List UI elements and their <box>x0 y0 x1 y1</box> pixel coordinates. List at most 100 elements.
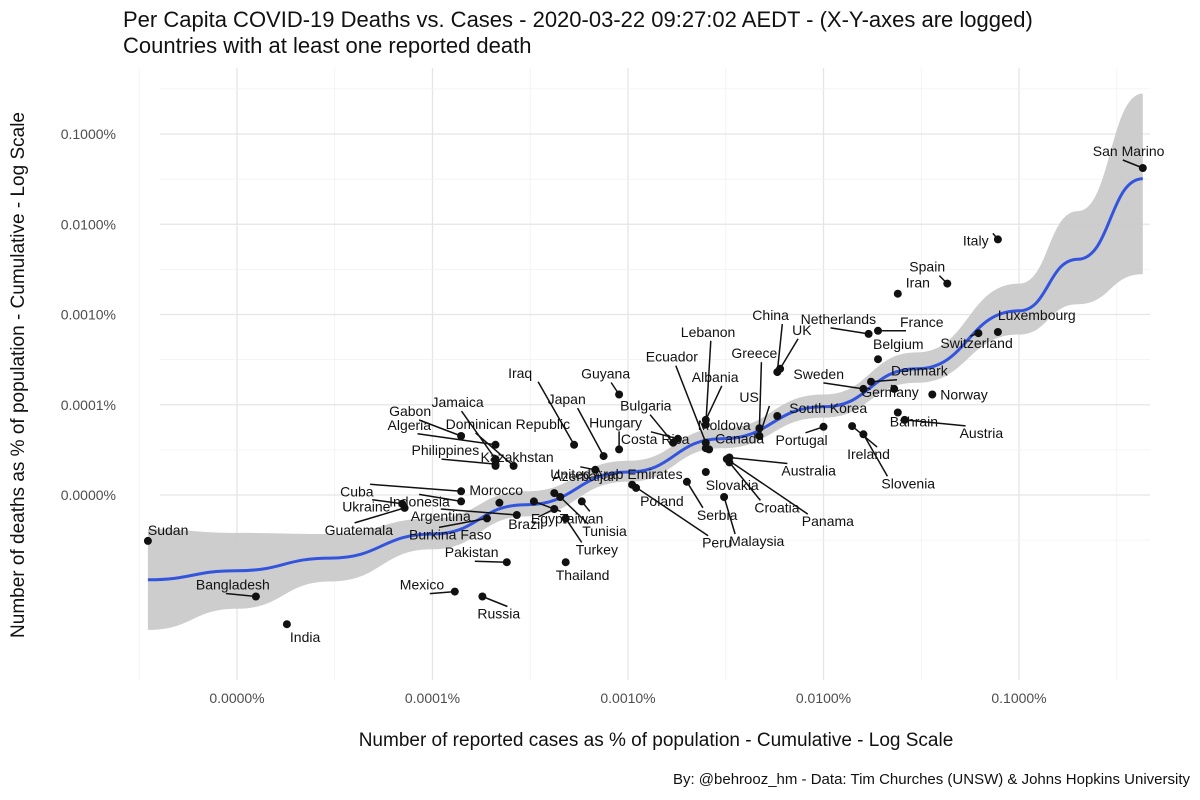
point-norway <box>928 390 937 399</box>
point-label: Morocco <box>469 482 523 498</box>
point-label: Malaysia <box>729 533 784 549</box>
label-leader-line <box>370 483 462 493</box>
label-leader-line <box>537 508 555 518</box>
label-leader-line <box>830 327 869 335</box>
point-label: Australia <box>781 463 836 479</box>
point-label: Brazil <box>508 516 543 532</box>
point-label: Costa Rica <box>621 431 690 447</box>
point-label: India <box>290 629 321 645</box>
x-tick-label: 0.0001% <box>405 690 460 706</box>
point-label: Cuba <box>340 483 374 499</box>
point-label: Poland <box>640 493 684 509</box>
chart-subtitle: Countries with at least one reported dea… <box>123 33 532 58</box>
point-label: Philippines <box>412 442 480 458</box>
point-label: Moldova <box>698 417 751 433</box>
label-leader-line <box>372 498 403 505</box>
point-label: Turkey <box>576 541 618 557</box>
label-leader-line <box>440 508 517 516</box>
point-label: Sweden <box>793 366 844 382</box>
point-label: Jamaica <box>432 394 484 410</box>
label-leader-line <box>610 382 620 395</box>
point-label: Hungary <box>589 414 642 430</box>
y-tick-label: 0.1000% <box>61 126 116 142</box>
point-canada <box>705 445 714 454</box>
label-leader-line <box>705 340 712 425</box>
point-label: Azerbaijan <box>552 468 618 484</box>
label-leader-line <box>758 405 771 437</box>
point-label: Lebanon <box>681 324 736 340</box>
y-axis-label: Number of deaths as % of population - Cu… <box>8 112 29 638</box>
point-label: Dominican Republic <box>446 416 571 432</box>
point-slovakia <box>701 468 710 476</box>
point-label: France <box>900 314 944 330</box>
label-leader-line <box>537 381 575 446</box>
label-leader-line <box>417 433 496 446</box>
point-label: Russia <box>477 606 520 622</box>
label-leader-line <box>870 378 898 383</box>
label-leader-line <box>686 481 704 509</box>
label-leader-line <box>418 493 462 503</box>
x-tick-label: 0.0000% <box>209 690 264 706</box>
point-label: Canada <box>715 430 764 446</box>
x-tick-label: 0.1000% <box>991 690 1046 706</box>
label-leader-line <box>565 517 583 543</box>
point-label: Gabon <box>389 403 431 419</box>
label-leader-line <box>474 560 507 563</box>
label-leader-line <box>992 232 999 240</box>
point-label: Bulgaria <box>620 398 672 414</box>
point-south-korea <box>773 412 782 420</box>
point-label: UK <box>792 322 812 338</box>
y-tick-label: 0.0100% <box>61 216 116 232</box>
point-label: Croatia <box>754 499 799 515</box>
y-tick-labels: 0.0000% 0.0001% 0.0010% 0.0100% 0.1000% <box>61 126 116 503</box>
label-leader-line <box>904 419 966 427</box>
point-india <box>282 620 291 629</box>
point-label: Ecuador <box>646 349 698 365</box>
label-leader-line <box>580 466 596 471</box>
point-label: Austria <box>960 425 1004 441</box>
point-label: Indonesia <box>389 493 450 509</box>
chart-title: Per Capita COVID-19 Deaths vs. Cases - 2… <box>123 7 1033 32</box>
point-label: Burkina Faso <box>409 526 492 542</box>
label-leader-line <box>779 338 799 370</box>
point-thailand <box>561 558 570 567</box>
point-label: Kazakhstan <box>481 449 554 465</box>
label-leader-line <box>354 507 405 524</box>
label-leader-line <box>649 414 674 444</box>
point-label: Bangladesh <box>196 577 270 593</box>
point-label: Pakistan <box>445 544 499 560</box>
point-label: Switzerland <box>940 335 1012 351</box>
point-label: Ireland <box>847 446 890 462</box>
label-leader-line <box>631 484 709 537</box>
label-leader-line <box>890 384 895 390</box>
label-leader-line <box>650 431 679 440</box>
label-leader-line <box>225 592 256 598</box>
label-leader-line <box>533 500 562 513</box>
point-label: Spain <box>909 259 945 275</box>
point-label: Netherlands <box>801 311 877 327</box>
point-label: Tunisia <box>582 523 627 539</box>
label-leader-line <box>418 419 462 437</box>
point-iran <box>893 289 902 298</box>
point-label: Argentina <box>411 508 471 524</box>
label-leader-line <box>475 432 515 467</box>
label-leader-line <box>970 332 979 337</box>
label-leader-line <box>429 590 455 595</box>
point-label: South Korea <box>789 400 867 416</box>
point-label: Germany <box>861 384 919 400</box>
point-label: Slovenia <box>881 475 935 491</box>
label-leader-line <box>559 496 589 525</box>
x-tick-labels: 0.0000% 0.0001% 0.0010% 0.0100% 0.1000% <box>209 690 1046 706</box>
point-label: Mexico <box>400 577 445 593</box>
x-tick-label: 0.0100% <box>796 690 851 706</box>
point-label: Luxembourg <box>998 307 1076 323</box>
y-tick-label: 0.0000% <box>61 487 116 503</box>
point-label: Sudan <box>148 522 188 538</box>
point-label: Japan <box>548 391 586 407</box>
point-label: Denmark <box>891 363 949 379</box>
point-label: Algeria <box>388 417 432 433</box>
point-belgium <box>874 355 882 364</box>
point-label: San Marino <box>1093 143 1165 159</box>
